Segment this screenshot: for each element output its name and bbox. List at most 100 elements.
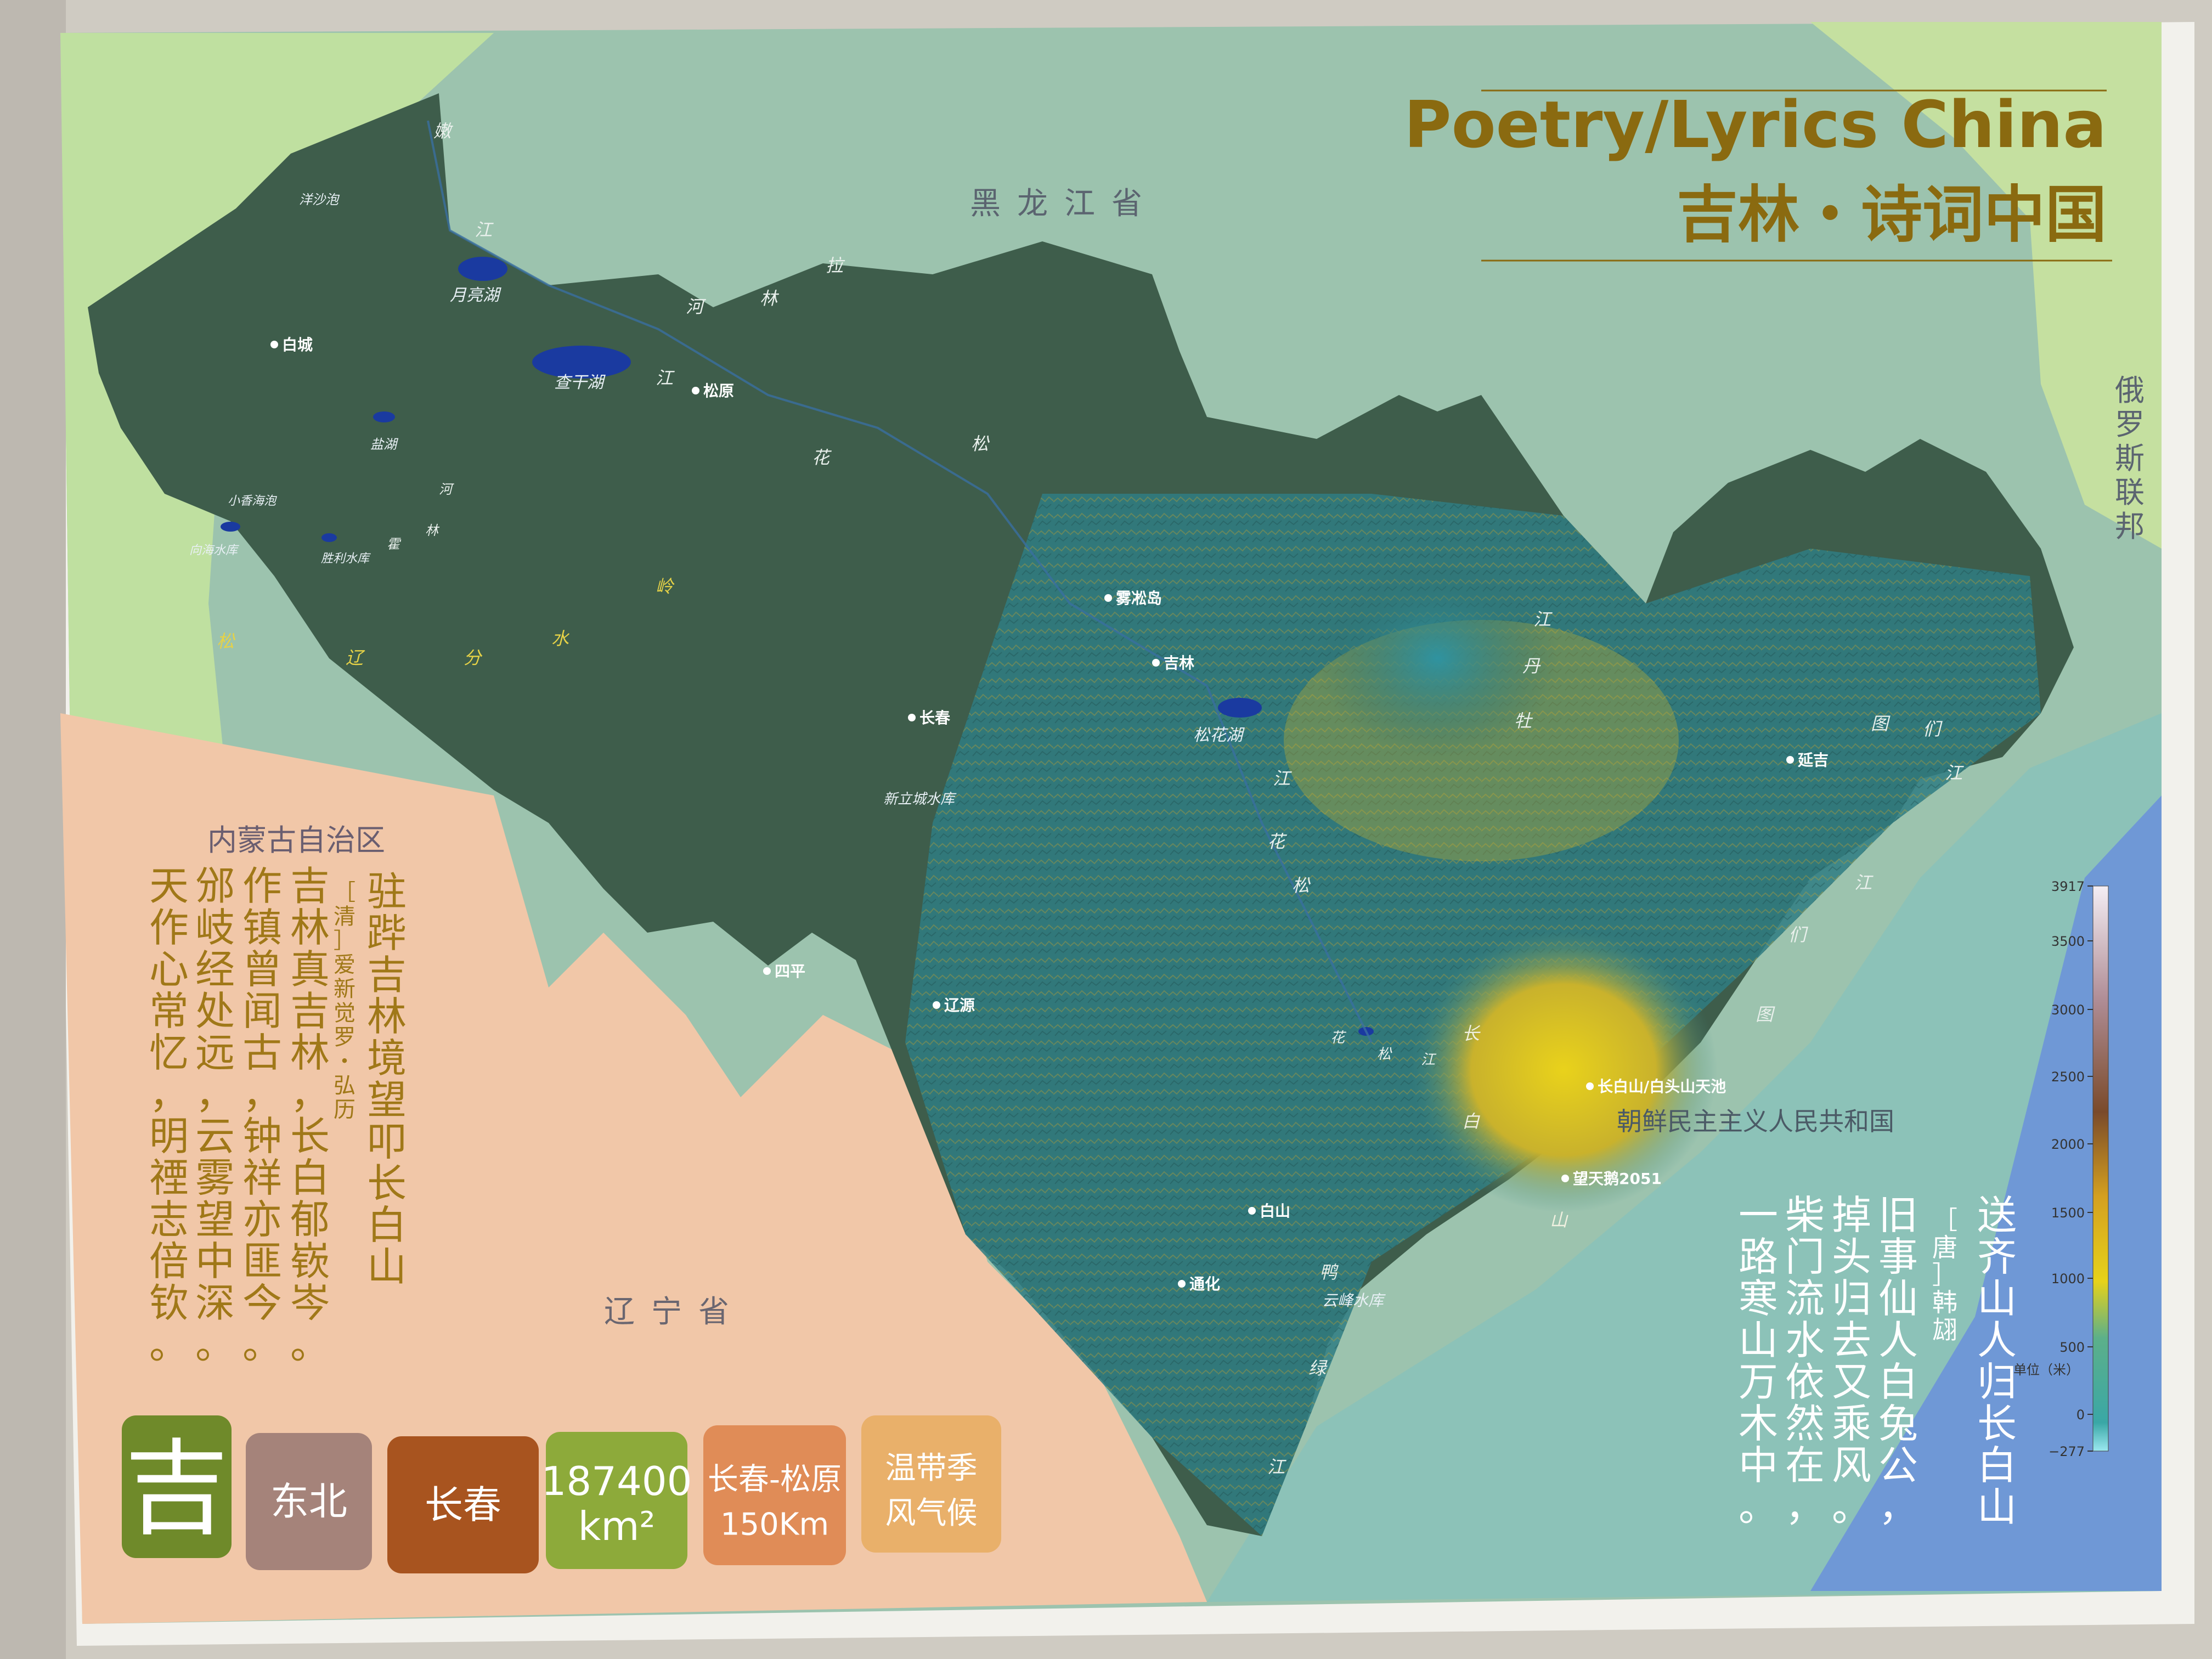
poem-left-title-char: 吉 bbox=[367, 952, 407, 998]
city-dot bbox=[1248, 1207, 1256, 1215]
city-dot bbox=[270, 341, 278, 348]
poem-left-line-char: 古 bbox=[242, 1030, 282, 1076]
poem-left-author-char: ・ bbox=[334, 1049, 356, 1074]
poem-right-line-char: 乘 bbox=[1832, 1401, 1871, 1447]
elevation-color-bar bbox=[2092, 885, 2109, 1452]
poem-right-line-char: 木 bbox=[1739, 1401, 1778, 1447]
xinlicheng-reservoir-label: 新立城水库 bbox=[883, 791, 957, 808]
nen-river-char-2: 江 bbox=[475, 219, 494, 240]
city-dot bbox=[908, 714, 916, 721]
poem-right-line-char: ， bbox=[1785, 1484, 1825, 1530]
poem-left-title-char: 山 bbox=[367, 1244, 407, 1290]
legend-tick-label: 2500 bbox=[2051, 1069, 2085, 1085]
water-labels: 查干湖 月亮湖 洋沙泡 盐湖 小香海泡 向海水库 胜利水库 松花湖 新立城水库 … bbox=[189, 192, 1386, 1310]
poem-left-title-char: 境 bbox=[367, 1035, 407, 1081]
poem-left-line-char: ， bbox=[242, 1071, 282, 1118]
city-dot bbox=[1561, 1175, 1569, 1182]
russia-label-char: 罗 bbox=[2115, 407, 2145, 442]
legend-tick-label: 500 bbox=[2059, 1340, 2085, 1355]
poem-left-line-char: 邠 bbox=[195, 863, 235, 909]
poem-left-title-char: 跸 bbox=[367, 910, 407, 956]
poem-left-line-char: 。 bbox=[290, 1322, 330, 1368]
poem-left-line-char: 。 bbox=[149, 1322, 189, 1368]
legend-ticks: 3917 3500 3000 2500 2000 1500 1000 500 0 −277 bbox=[2049, 879, 2093, 1459]
changbai-char-3: 山 bbox=[1550, 1210, 1568, 1231]
poem-right-line-char: 依 bbox=[1785, 1359, 1825, 1405]
poem-right-title-char: 白 bbox=[1977, 1442, 2017, 1488]
poem-right-line-char: 。 bbox=[1832, 1484, 1871, 1530]
poem-left-line-char: 禋 bbox=[149, 1155, 189, 1201]
legend-tick-label: 0 bbox=[2076, 1407, 2085, 1423]
poem-left-line-char: 林 bbox=[290, 905, 330, 951]
poem-left-line-char: 嵚 bbox=[290, 1238, 330, 1284]
legend-tick-label: 1500 bbox=[2051, 1205, 2085, 1221]
poem-right-title-char: 齐 bbox=[1977, 1234, 2017, 1280]
poem-left-line-char: 林 bbox=[290, 1030, 330, 1076]
songhua-river-char-1: 花 bbox=[812, 447, 832, 468]
tumen-char-3: 江 bbox=[1945, 763, 1964, 783]
nen-river-char-1: 嫩 bbox=[433, 121, 453, 142]
poem-left-line-char: 岑 bbox=[290, 1280, 330, 1326]
yalu-char-2: 绿 bbox=[1308, 1358, 1328, 1379]
legend-tick-label: 2000 bbox=[2051, 1137, 2085, 1152]
poem-left-line-char: 吉 bbox=[290, 863, 330, 909]
legend-tick-label: 1000 bbox=[2051, 1271, 2085, 1286]
poem-right-author: ［唐］韩翃 bbox=[1932, 1205, 1957, 1345]
city-label: 白山 bbox=[1260, 1202, 1290, 1220]
info-tile-text: 东北 bbox=[270, 1479, 347, 1524]
book-spine bbox=[0, 0, 66, 1659]
russia-label-char: 联 bbox=[2115, 475, 2145, 510]
songhua2-char-2: 花 bbox=[1267, 831, 1287, 852]
songhua-river-char-3: 江 bbox=[656, 368, 675, 388]
info-tile-bg bbox=[703, 1425, 846, 1565]
poem-left-author-char: 罗 bbox=[334, 1025, 356, 1050]
poem-left-line-char: 曾 bbox=[242, 946, 282, 992]
poem-left-line-char: 经 bbox=[195, 946, 235, 992]
info-tile-subtext: 风气候 bbox=[885, 1496, 978, 1531]
poem-left-author-char: 新 bbox=[334, 977, 356, 1002]
poem-right-line-char: 门 bbox=[1785, 1234, 1825, 1280]
chagan-lake-label: 查干湖 bbox=[554, 373, 606, 392]
poem-left-line-char: 中 bbox=[195, 1238, 235, 1284]
yalu-char-3: 江 bbox=[1267, 1457, 1286, 1477]
city-dot bbox=[933, 1001, 940, 1009]
city-dot bbox=[692, 387, 699, 394]
poem-right-line-char: 山 bbox=[1739, 1317, 1778, 1363]
info-tiles: 吉东北 长春 187400km² 长春-松原 150Km 温带季风气候 bbox=[122, 1415, 1001, 1573]
poem-right-line-char: 然 bbox=[1785, 1401, 1825, 1447]
poem-right-line-char: 兔 bbox=[1878, 1401, 1918, 1447]
elevation-legend: 3917 3500 3000 2500 2000 1500 1000 500 0 −277 单位（… bbox=[2013, 879, 2109, 1459]
city-label: 白城 bbox=[282, 336, 313, 354]
poem-right-title-char: 归 bbox=[1977, 1359, 2017, 1405]
poem-left-line-char: 今 bbox=[242, 1280, 282, 1326]
tumen-char-2: 们 bbox=[1923, 719, 1943, 740]
info-tile-subtext: 150Km bbox=[720, 1507, 829, 1543]
city-label: 吉林 bbox=[1164, 654, 1194, 672]
valley-tint bbox=[1317, 560, 1558, 757]
poem-right-author-char: 韩 bbox=[1932, 1288, 1957, 1317]
poem-left-line-char: 倍 bbox=[149, 1238, 189, 1284]
poem-left-line-char: 处 bbox=[195, 988, 235, 1034]
poem-right-line-char: 公 bbox=[1878, 1442, 1918, 1488]
poem-right-line-char: 一 bbox=[1739, 1192, 1778, 1238]
legend-tick-label: 3500 bbox=[2051, 934, 2085, 949]
lalin-river-char-3: 河 bbox=[686, 296, 707, 317]
poem-left-line-char: 志 bbox=[149, 1197, 189, 1243]
poem-right-line-char: 风 bbox=[1832, 1442, 1871, 1488]
divide-char-1: 松 bbox=[217, 631, 236, 652]
poem-left-line-char: 长 bbox=[290, 1113, 330, 1159]
legend-unit: 单位（米） bbox=[2013, 1362, 2079, 1378]
poem-right-author-char: ］ bbox=[1932, 1260, 1957, 1290]
poem-right-line-char: 水 bbox=[1785, 1317, 1825, 1363]
poem-left-line-char: 镇 bbox=[242, 905, 282, 951]
info-tile-bg bbox=[387, 1436, 539, 1573]
yueliang-lake-label: 月亮湖 bbox=[450, 286, 501, 305]
info-tile-bg bbox=[122, 1415, 232, 1558]
huolin-river-char-2: 林 bbox=[425, 523, 440, 538]
